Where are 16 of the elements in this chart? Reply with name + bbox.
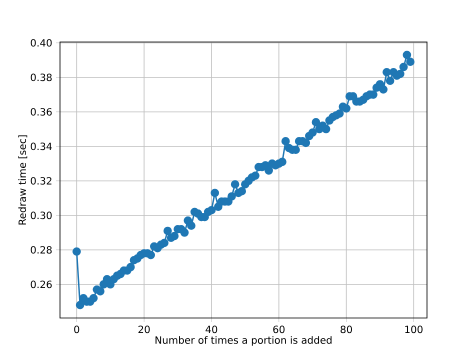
y-tick-label: 0.32 xyxy=(30,177,52,185)
y-tick-label: 0.38 xyxy=(30,74,52,82)
x-tick-label: 60 xyxy=(273,326,285,334)
y-tick-label: 0.28 xyxy=(30,246,52,254)
x-tick-label: 0 xyxy=(74,326,80,334)
x-axis-title: Number of times a portion is added xyxy=(156,336,332,346)
x-tick-label: 100 xyxy=(405,326,423,334)
y-tick-label: 0.34 xyxy=(30,142,52,150)
y-tick-label: 0.36 xyxy=(30,108,52,116)
x-tick-label: 40 xyxy=(206,326,218,334)
y-tick-label: 0.30 xyxy=(30,212,52,220)
x-tick-label: 20 xyxy=(138,326,150,334)
y-tick-label: 0.40 xyxy=(30,39,52,47)
x-tick-label: 80 xyxy=(340,326,352,334)
y-tick-label: 0.26 xyxy=(30,280,52,288)
y-axis-title: Redraw time [sec] xyxy=(18,135,28,225)
